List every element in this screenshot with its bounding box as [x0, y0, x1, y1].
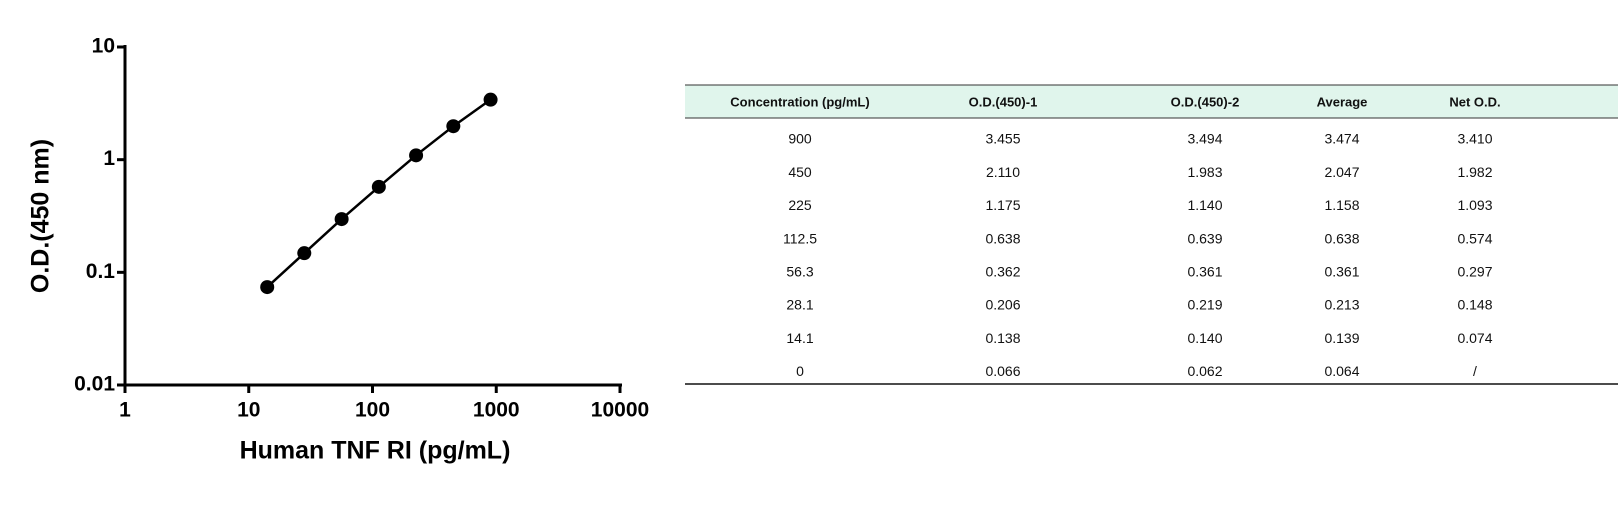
table-cell: 3.410 [1457, 131, 1492, 147]
table-header-cell: Concentration (pg/mL) [730, 94, 869, 109]
x-axis-label: Human TNF RI (pg/mL) [240, 437, 511, 465]
table-header-cell: Average [1317, 94, 1368, 109]
y-axis-label: O.D.(450 nm) [27, 139, 55, 293]
table-cell: 1.093 [1457, 197, 1492, 213]
x-tick-label: 1000 [473, 399, 520, 422]
table-cell: 0 [796, 363, 804, 379]
table-cell: 3.474 [1324, 131, 1359, 147]
data-point [334, 212, 349, 227]
table-cell: 1.140 [1187, 197, 1222, 213]
table-cell: 1.982 [1457, 164, 1492, 180]
data-point [371, 179, 386, 194]
data-point [446, 119, 461, 134]
table-cell: 0.362 [985, 264, 1020, 280]
table-cell: 0.138 [985, 330, 1020, 346]
table-cell: 14.1 [786, 330, 813, 346]
x-tick-label: 10 [237, 399, 260, 422]
table-cell: 0.219 [1187, 297, 1222, 313]
table-cell: 0.074 [1457, 330, 1492, 346]
table-cell: 56.3 [786, 264, 813, 280]
table-cell: 3.494 [1187, 131, 1222, 147]
table-header-cell: O.D.(450)-1 [969, 94, 1038, 109]
y-tick-label: 1 [103, 147, 115, 170]
data-point [297, 246, 312, 261]
table-cell: 0.062 [1187, 363, 1222, 379]
table-cell: 2.110 [986, 164, 1020, 180]
table-cell: 0.064 [1324, 363, 1359, 379]
data-point [260, 280, 275, 295]
data-point [483, 92, 498, 107]
table-cell: 2.047 [1324, 164, 1359, 180]
table-cell: 0.139 [1324, 330, 1359, 346]
table-cell: 0.297 [1457, 264, 1492, 280]
table-cell: 0.638 [1324, 230, 1359, 246]
data-point [409, 148, 424, 163]
table-cell: 0.206 [985, 297, 1020, 313]
table-cell: 0.574 [1457, 230, 1492, 246]
table-cell: 0.361 [1324, 264, 1359, 280]
table-cell: 900 [788, 131, 812, 147]
table-cell: 1.158 [1324, 197, 1359, 213]
table-header-cell: Net O.D. [1449, 94, 1500, 109]
table-cell: 450 [788, 164, 812, 180]
x-tick-label: 10000 [591, 399, 649, 422]
table-cell: / [1473, 363, 1477, 379]
table-cell: 0.148 [1457, 297, 1492, 313]
table-cell: 0.638 [985, 230, 1020, 246]
table-cell: 225 [788, 197, 812, 213]
table-cell: 0.639 [1187, 230, 1222, 246]
y-tick-label: 10 [92, 35, 115, 58]
table-cell: 0.066 [985, 363, 1020, 379]
table-cell: 1.983 [1187, 164, 1222, 180]
y-tick-label: 0.01 [74, 373, 115, 396]
x-tick-label: 100 [355, 399, 390, 422]
table-cell: 0.361 [1187, 264, 1222, 280]
x-tick-label: 1 [119, 399, 131, 422]
table-header-cell: O.D.(450)-2 [1171, 94, 1240, 109]
table-header-band [685, 85, 1618, 118]
table-cell: 28.1 [786, 297, 813, 313]
table-cell: 112.5 [783, 230, 817, 246]
y-tick-label: 0.1 [86, 260, 116, 283]
table-cell: 0.213 [1324, 297, 1359, 313]
table-cell: 3.455 [985, 131, 1020, 147]
table-cell: 0.140 [1187, 330, 1222, 346]
table-cell: 1.175 [985, 197, 1020, 213]
